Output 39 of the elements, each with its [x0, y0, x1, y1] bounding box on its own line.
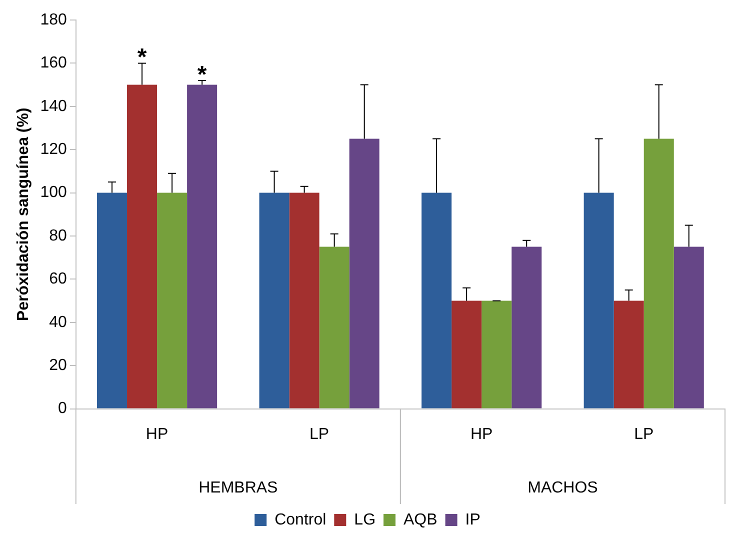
- y-tick-label: 0: [58, 400, 67, 418]
- data-label: *: [137, 44, 148, 72]
- bar: [674, 246, 704, 408]
- legend-label: AQB: [404, 511, 438, 528]
- text: HEMBRAS: [198, 479, 278, 496]
- y-tick-label: 20: [49, 357, 67, 374]
- y-tick-label: 120: [40, 141, 67, 158]
- bar: [644, 138, 674, 408]
- y-tick-label: 100: [40, 184, 67, 202]
- bar: [96, 192, 128, 408]
- bar: [512, 246, 542, 408]
- bar: [127, 84, 158, 408]
- bar: [482, 300, 512, 408]
- x-tick-label: HP: [470, 426, 493, 443]
- bar: [187, 84, 218, 408]
- bar: [157, 192, 188, 408]
- y-tick-label: 80: [49, 227, 67, 244]
- bar: [349, 138, 380, 408]
- x-tick-label: HP: [146, 426, 168, 443]
- legend-label: LG: [354, 511, 376, 528]
- bar: [289, 192, 320, 408]
- y-tick-label: 180: [40, 11, 67, 28]
- bar: [422, 192, 452, 408]
- bar: [614, 300, 644, 408]
- bar: [452, 300, 482, 408]
- y-tick-label: 160: [40, 54, 67, 72]
- legend-label: Control: [274, 511, 326, 528]
- y-axis-title: Peróxidación sanguínea (%): [15, 108, 32, 322]
- y-tick-label: 40: [49, 314, 67, 331]
- text: MACHOS: [528, 479, 598, 496]
- y-tick-label: 140: [40, 98, 67, 115]
- legend-label: IP: [465, 511, 480, 528]
- x-tick-label: LP: [634, 426, 654, 443]
- y-tick-label: 60: [49, 270, 67, 288]
- bar: [259, 192, 290, 408]
- x-tick-label: LP: [310, 426, 330, 443]
- data-label: *: [197, 61, 208, 88]
- bar: [319, 246, 350, 408]
- bar: [584, 192, 614, 408]
